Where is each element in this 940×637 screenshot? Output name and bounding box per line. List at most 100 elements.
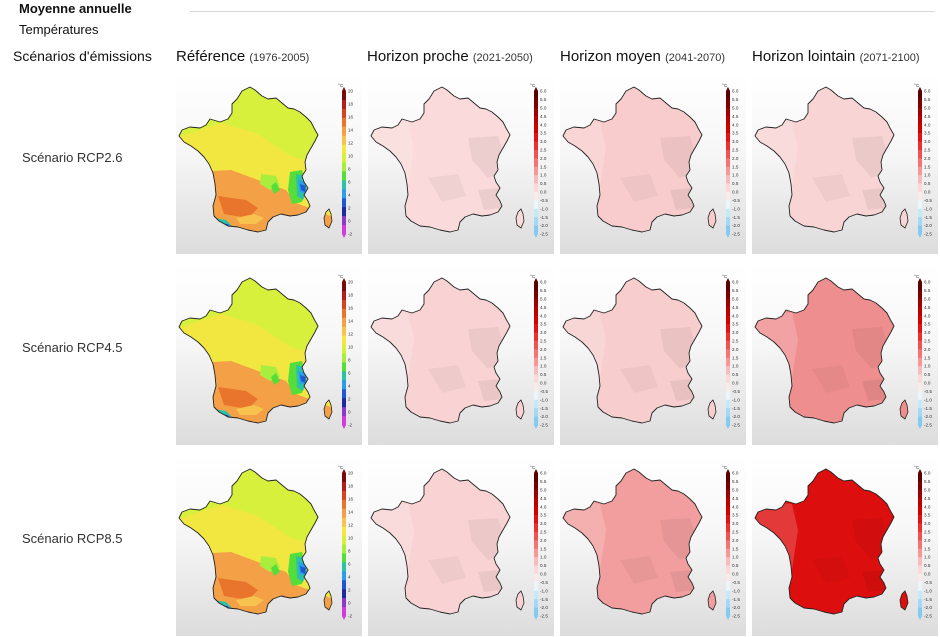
legend-tick-label: -1.0 [540, 206, 548, 211]
legend-swatch [918, 374, 922, 384]
legend-swatch [534, 225, 538, 235]
legend-swatch [726, 607, 730, 617]
map-rcp85-horizon-lointain[interactable]: °C 6.0 5.5 5.0 4.5 4.0 3.5 3.0 2.5 2.0 1.5 1.0 0.5 0.… [752, 456, 938, 636]
legend-tick-label: 0.0 [732, 381, 739, 386]
legend-arrow-up [726, 87, 730, 91]
legend-swatch [534, 374, 538, 384]
legend-tick-label: -2.0 [924, 223, 932, 228]
legend-swatch [342, 398, 346, 408]
legend-arrow-down [918, 425, 922, 429]
legend-tick-label: 6.0 [732, 471, 739, 476]
corsica-outline [899, 399, 909, 420]
legend-swatch [534, 208, 538, 218]
legend-tick-label: 4 [348, 575, 351, 580]
map-rcp45-horizon-lointain[interactable]: °C 6.0 5.5 5.0 4.5 4.0 3.5 3.0 2.5 2.0 1.5 1.0 0.5 0.… [752, 265, 938, 445]
legend-swatch [918, 565, 922, 575]
legend-tick-label: 8 [348, 549, 351, 554]
legend-swatch [726, 175, 730, 184]
legend-swatch [726, 298, 730, 308]
legend-tick-label: 14 [348, 510, 354, 515]
france-temperature-field [563, 469, 716, 614]
column-range: (1976-2005) [249, 52, 310, 64]
legend-tick-label: -1.0 [540, 397, 548, 402]
legend-swatch [726, 200, 730, 210]
legend-colorbar: °C 6.0 5.5 5.0 4.5 4.0 3.5 3.0 2.5 2.0 1.5 1.0 0.5 0.… [722, 274, 740, 429]
legend-swatch [534, 217, 538, 226]
legend-tick-label: -0.5 [732, 580, 740, 585]
legend-swatch [918, 408, 922, 417]
legend-swatch [534, 166, 538, 176]
legend-swatch [726, 506, 730, 516]
map-rcp26-horizon-proche[interactable]: °C 6.0 5.5 5.0 4.5 4.0 3.5 3.0 2.5 2.0 1.5 1.0 0.5 0.… [368, 74, 554, 254]
legend-arrow-up [918, 278, 922, 282]
legend-tick-label: 0.5 [924, 181, 931, 186]
france-temperature-field [371, 469, 524, 614]
legend-tick-label: 20 [348, 280, 354, 285]
legend-tick-label: 18 [348, 484, 354, 489]
section-title: Moyenne annuelle [19, 1, 132, 16]
legend-tick-label: 1.0 [540, 555, 547, 560]
legend-swatch [726, 357, 730, 367]
legend-swatch [342, 153, 346, 163]
legend-swatch [726, 399, 730, 409]
legend-tick-label: 6.0 [540, 471, 547, 476]
legend-swatch [342, 526, 346, 536]
corsica-outline [323, 399, 333, 420]
legend-swatch [342, 362, 346, 372]
legend-arrow-down [726, 616, 730, 620]
map-rcp85-reference[interactable]: °C 20 18 16 14 12 10 8 6 4 2 0 -2 [176, 456, 362, 636]
legend-swatch [726, 158, 730, 168]
map-rcp45-reference[interactable]: °C 20 18 16 14 12 10 8 6 4 2 0 -2 [176, 265, 362, 445]
map-rcp26-horizon-lointain[interactable]: °C 6.0 5.5 5.0 4.5 4.0 3.5 3.0 2.5 2.0 1.5 1.0 0.5 0.… [752, 74, 938, 254]
legend-swatch [534, 298, 538, 308]
legend-tick-label: -1.0 [540, 588, 548, 593]
legend-tick-label: 1.0 [924, 555, 931, 560]
legend-tick-label: 2.5 [924, 147, 931, 152]
legend-swatch [726, 290, 730, 300]
map-rcp26-reference[interactable]: °C 20 18 16 14 12 10 8 6 4 2 0 -2 [176, 74, 362, 254]
legend-swatch [342, 353, 346, 363]
legend-tick-label: 5.0 [732, 487, 739, 492]
legend-swatch [726, 166, 730, 176]
legend-swatch [918, 548, 922, 558]
legend-tick-label: -0.5 [540, 580, 548, 585]
column-header-horizon-moyen: Horizon moyen (2041-2070) [560, 48, 725, 65]
legend-tick-label: 5.0 [732, 296, 739, 301]
legend-swatch [342, 180, 346, 190]
legend-tick-label: 2.0 [732, 156, 739, 161]
legend-tick-label: 6.0 [924, 280, 931, 285]
map-rcp45-horizon-proche[interactable]: °C 6.0 5.5 5.0 4.5 4.0 3.5 3.0 2.5 2.0 1.5 1.0 0.5 0.… [368, 265, 554, 445]
legend-swatch [918, 91, 922, 100]
legend-swatch [918, 298, 922, 308]
corsica-outline [707, 208, 717, 229]
map-rcp45-horizon-moyen[interactable]: °C 6.0 5.5 5.0 4.5 4.0 3.5 3.0 2.5 2.0 1.5 1.0 0.5 0.… [560, 265, 746, 445]
legend-arrow-up [342, 87, 346, 91]
legend-swatch [918, 332, 922, 342]
legend-swatch [918, 481, 922, 491]
legend-swatch [342, 490, 346, 501]
france-temperature-field [755, 87, 908, 232]
france-outline [754, 277, 909, 424]
legend-tick-label: 14 [348, 319, 354, 324]
legend-swatch [342, 299, 346, 310]
legend-swatch [726, 217, 730, 226]
france-temperature-field [755, 278, 908, 423]
legend-tick-label: 0 [348, 410, 351, 415]
legend-tick-label: -0.5 [540, 389, 548, 394]
legend-swatch [726, 515, 730, 524]
legend-tick-label: 2.0 [540, 156, 547, 161]
legend-tick-label: 0.0 [540, 381, 547, 386]
legend-swatch [534, 531, 538, 541]
legend-tick-label: -2.0 [540, 605, 548, 610]
legend-tick-label: 8 [348, 358, 351, 363]
legend-tick-label: 5.5 [732, 479, 739, 484]
map-rcp85-horizon-proche[interactable]: °C 6.0 5.5 5.0 4.5 4.0 3.5 3.0 2.5 2.0 1.5 1.0 0.5 0.… [368, 456, 554, 636]
legend-swatch [726, 374, 730, 384]
map-rcp85-horizon-moyen[interactable]: °C 6.0 5.5 5.0 4.5 4.0 3.5 3.0 2.5 2.0 1.5 1.0 0.5 0.… [560, 456, 746, 636]
legend-tick-label: -0.5 [924, 198, 932, 203]
map-rcp26-horizon-moyen[interactable]: °C 6.0 5.5 5.0 4.5 4.0 3.5 3.0 2.5 2.0 1.5 1.0 0.5 0.… [560, 74, 746, 254]
legend-swatch [726, 307, 730, 317]
legend-unit: °C [530, 465, 536, 470]
legend-tick-label: 4 [348, 384, 351, 389]
legend-swatch [918, 599, 922, 608]
